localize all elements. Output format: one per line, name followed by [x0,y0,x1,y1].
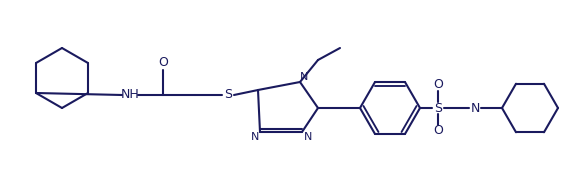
Text: N: N [304,132,312,142]
Text: O: O [433,79,443,92]
Text: NH: NH [120,89,139,102]
Text: O: O [433,125,443,138]
Text: N: N [470,102,480,115]
Text: N: N [300,72,308,82]
Text: N: N [251,132,259,142]
Text: S: S [434,102,442,115]
Text: S: S [224,89,232,102]
Text: O: O [158,57,168,70]
